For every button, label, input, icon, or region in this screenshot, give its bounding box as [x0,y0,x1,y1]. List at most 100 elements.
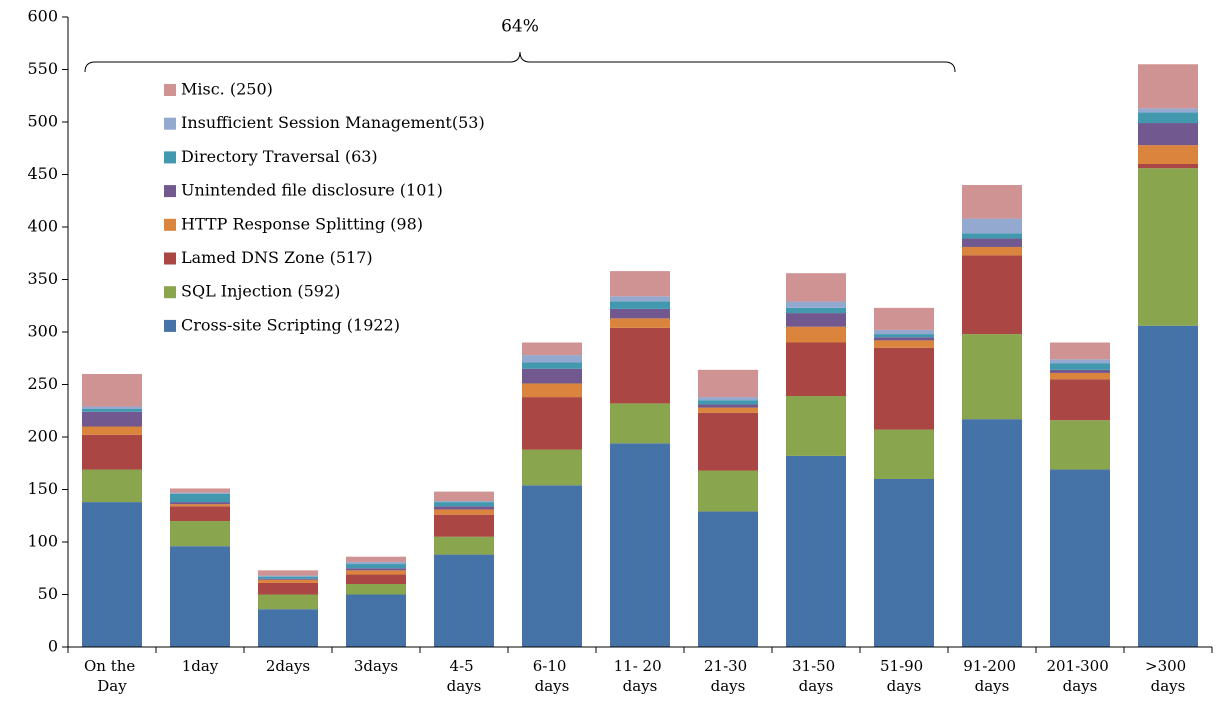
legend-label: Insufficient Session Management(53) [181,113,485,132]
bar-segment [434,536,494,555]
legend-swatch [164,151,176,164]
x-tick-label: 11- 20 days [614,657,667,695]
annotation: 64% [501,17,539,37]
bar-segment [258,575,318,577]
brace [84,51,956,73]
bar-segment [786,455,846,647]
x-tick-label: 201-300 days [1046,657,1113,695]
bar-segment [962,255,1022,335]
bar-segment [82,406,142,409]
bar-segment [1138,325,1198,647]
legend-label: Directory Traversal (63) [181,147,378,166]
x-tick-label: 2days [266,657,310,675]
legend-label: Cross-site Scripting (1922) [181,315,400,334]
bar-segment [610,327,670,404]
label-line: days [1151,677,1186,695]
bar-segment [170,506,230,521]
bar-segment [82,434,142,470]
bar-segment [1138,123,1198,146]
label-line: days [623,677,658,695]
bar-segment [874,307,934,330]
y-tick-label: 500 [27,112,58,131]
bar-segment [1050,359,1110,364]
bar-segment [962,218,1022,234]
bar-segment [962,334,1022,420]
bar-segment [1050,342,1110,360]
bar-segment [962,238,1022,247]
bar-segment [82,411,142,427]
bar-segment [698,412,758,471]
x-tick-label: 51-90 days [880,657,928,695]
bar-segment [522,449,582,486]
bar-segment [434,491,494,502]
bar-segment [698,404,758,408]
label-line: >300 [1145,657,1191,675]
bar-segment [434,554,494,647]
bar-segment [170,502,230,505]
bar-segment [82,374,142,407]
bar-segment [962,419,1022,647]
bar-segment [434,509,494,515]
bar-segment [434,514,494,537]
legend-label: Lamed DNS Zone (517) [181,248,373,267]
bar-segment [170,504,230,507]
bar-segment [1050,469,1110,647]
bar-segment [786,342,846,397]
label-line: 91-200 [963,657,1021,675]
bar-segment [258,579,318,583]
bar-segment [258,578,318,580]
label-line: 11- 20 [614,657,667,675]
bar-segment [1050,420,1110,470]
bar-segment [170,521,230,547]
label-line: 51-90 [880,657,928,675]
y-tick-label: 400 [27,217,58,236]
bar-segment [170,488,230,493]
bar-segment [786,326,846,343]
x-tick-label: 1day [182,657,219,675]
legend-label: Unintended file disclosure (101) [181,181,443,200]
bar-segment [1050,379,1110,421]
bar-segment [1138,108,1198,113]
legend-swatch [164,185,176,198]
bar-segment [874,334,934,338]
bar-segment [522,485,582,647]
bar-segment [522,362,582,369]
label-line: 201-300 [1046,657,1113,675]
bar-segment [1138,164,1198,169]
legend-label: HTTP Response Splitting (98) [181,214,423,233]
bar-segment [610,271,670,297]
bar-segment [874,340,934,348]
bar-segment [1138,168,1198,326]
bar-segment [346,564,406,569]
bar-segment [522,342,582,356]
label-line: days [447,677,482,695]
label-line: days [535,677,570,695]
bar-segment [786,396,846,456]
bar-segment [258,570,318,576]
x-tick-label: 4-5 days [447,657,482,695]
bar-segment [874,429,934,479]
x-tick-label: 21-30 days [704,657,752,695]
bar-segment [346,574,406,584]
bar-segment [1050,372,1110,380]
label-line: days [1063,677,1098,695]
bar-segment [258,609,318,647]
bar-segment [82,469,142,503]
bar-segment [1050,369,1110,373]
bar-segment [786,273,846,302]
bar-segment [610,403,670,444]
legend-swatch [164,286,176,299]
label-line: days [975,677,1010,695]
label-line: 21-30 [704,657,752,675]
bar-segment [786,307,846,314]
label-line: On the [84,657,140,675]
bar-segment [1050,363,1110,370]
bar-segment [962,233,1022,239]
legend-swatch [164,84,176,96]
bar-segment [874,329,934,335]
bar-segment [82,502,142,647]
bar-segment [1138,64,1198,109]
y-tick-label: 450 [27,164,58,183]
bar-segment [610,443,670,647]
legend-swatch [164,319,176,332]
